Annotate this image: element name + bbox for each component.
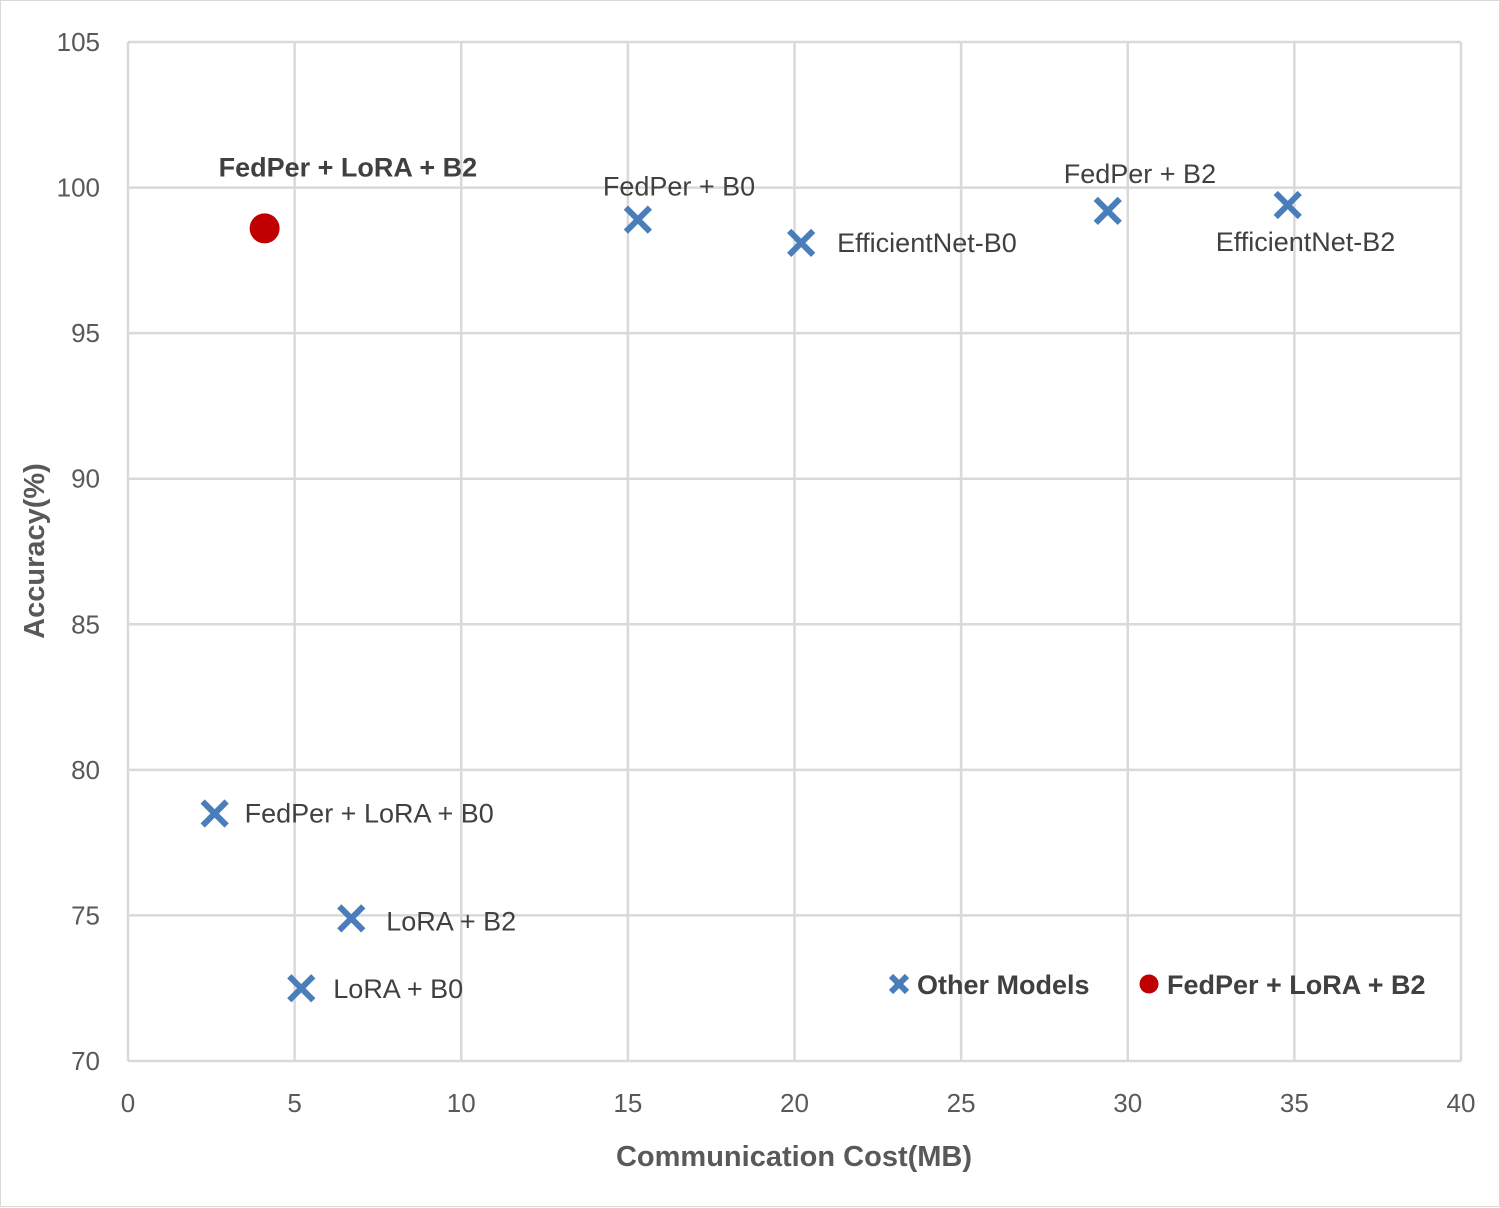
axes: 0 5 10 15 20 25 30 35 40 70 75 80 85 90 95 100 105 bbox=[57, 27, 1476, 1118]
point-label: FedPer + LoRA + B2 bbox=[219, 152, 478, 182]
point-fedper-b2 bbox=[1093, 196, 1122, 225]
point-label: LoRA + B2 bbox=[386, 906, 516, 936]
point-label: FedPer + B0 bbox=[603, 172, 755, 202]
y-tick-label: 85 bbox=[71, 609, 100, 639]
point-efficientnet-b0 bbox=[787, 228, 816, 258]
x-marker-stroke bbox=[287, 974, 316, 1003]
x-tick-label: 35 bbox=[1280, 1088, 1309, 1118]
x-tick-label: 10 bbox=[447, 1088, 476, 1118]
x-marker-stroke bbox=[1093, 196, 1122, 225]
y-tick-label: 105 bbox=[57, 27, 100, 57]
x-marker-stroke bbox=[623, 205, 652, 234]
y-axis-title: Accuracy(%) bbox=[19, 463, 51, 639]
legend-x-icon bbox=[888, 973, 910, 995]
point-fedper-b0 bbox=[623, 205, 652, 234]
legend-label: FedPer + LoRA + B2 bbox=[1167, 970, 1426, 1000]
x-tick-label: 25 bbox=[947, 1088, 976, 1118]
x-tick-label: 15 bbox=[613, 1088, 642, 1118]
point-labels: FedPer + B0 EfficientNet-B0 FedPer + B2 Eff… bbox=[219, 152, 1396, 1004]
gridlines bbox=[126, 40, 1463, 1063]
point-label: EfficientNet-B2 bbox=[1216, 227, 1396, 257]
x-tick-label: 5 bbox=[287, 1088, 301, 1118]
x-tick-label: 30 bbox=[1113, 1088, 1142, 1118]
point-fedper-lora-b2 bbox=[249, 213, 280, 244]
y-tick-label: 90 bbox=[71, 464, 100, 494]
legend-dot-icon bbox=[1139, 974, 1159, 994]
x-tick-label: 40 bbox=[1447, 1088, 1476, 1118]
x-marker-stroke bbox=[337, 904, 366, 933]
legend: Other Models FedPer + LoRA + B2 bbox=[888, 970, 1426, 1000]
point-label: FedPer + B2 bbox=[1064, 159, 1216, 189]
x-axis-title: Communication Cost(MB) bbox=[616, 1141, 972, 1173]
point-label: FedPer + LoRA + B0 bbox=[245, 799, 494, 829]
point-label: EfficientNet-B0 bbox=[837, 228, 1017, 258]
x-marker-stroke bbox=[787, 228, 816, 258]
x-tick-label: 20 bbox=[780, 1088, 809, 1118]
legend-label: Other Models bbox=[917, 970, 1090, 1000]
point-lora-b0 bbox=[287, 974, 316, 1003]
x-marker-stroke bbox=[1273, 190, 1302, 220]
point-efficientnet-b2 bbox=[1273, 190, 1302, 220]
y-tick-label: 100 bbox=[57, 173, 100, 203]
x-marker-stroke bbox=[200, 799, 229, 828]
data-points bbox=[200, 190, 1302, 1003]
y-tick-label: 75 bbox=[71, 900, 100, 930]
x-tick-label: 0 bbox=[121, 1088, 135, 1118]
y-tick-label: 95 bbox=[71, 318, 100, 348]
point-lora-b2 bbox=[337, 904, 366, 933]
y-tick-label: 80 bbox=[71, 755, 100, 785]
point-label: LoRA + B0 bbox=[333, 974, 463, 1004]
x-marker-stroke bbox=[888, 973, 910, 995]
y-tick-label: 70 bbox=[71, 1046, 100, 1076]
point-fedper-lora-b0 bbox=[200, 799, 229, 828]
